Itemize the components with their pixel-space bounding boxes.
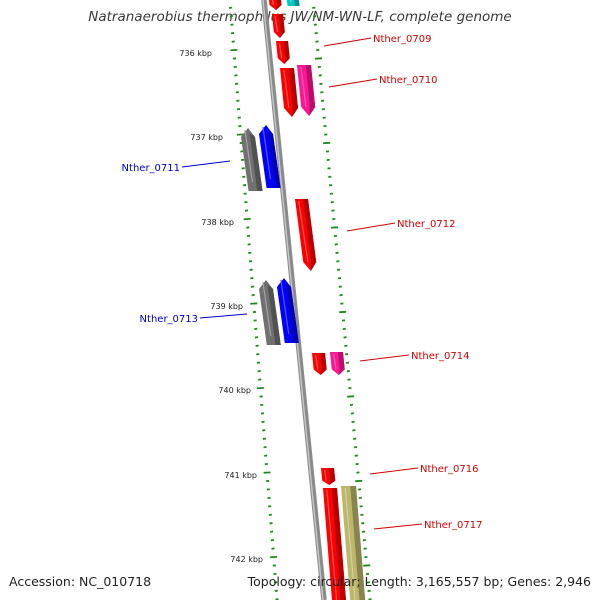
scale-label: 741 kbp bbox=[224, 471, 257, 480]
genome-summary-text: Topology: circular; Length: 3,165,557 bp… bbox=[247, 574, 591, 589]
gene-arrow-highlight bbox=[262, 281, 272, 337]
gene-features bbox=[241, 0, 366, 600]
scale-label: 739 kbp bbox=[210, 302, 243, 311]
gene-arrow-shade bbox=[288, 68, 298, 117]
gene-arrow-highlight bbox=[283, 69, 290, 109]
gene-arrow-shade bbox=[285, 283, 299, 343]
gene-feature-nther-0714-red[interactable] bbox=[312, 353, 327, 375]
gene-feature-nther-0716[interactable] bbox=[321, 468, 336, 485]
gene-arrow-shade bbox=[249, 133, 263, 191]
gene-feature-nther-0717-khaki[interactable] bbox=[341, 486, 366, 600]
gene-arrow-shade bbox=[320, 353, 327, 375]
scale-label: 740 kbp bbox=[218, 386, 251, 395]
gene-arrow-shade bbox=[267, 130, 281, 188]
leader-line bbox=[181, 160, 231, 168]
gene-feature-nther-0710-red[interactable] bbox=[280, 68, 298, 117]
gene-arrow-shade bbox=[305, 65, 316, 116]
gene-arrow-shade bbox=[278, 14, 285, 38]
gene-feature-grey-0711[interactable] bbox=[241, 128, 263, 191]
gene-label-nther-0717[interactable]: Nther_0717 bbox=[424, 520, 482, 531]
gene-label-nther-0711[interactable]: Nther_0711 bbox=[122, 163, 180, 174]
gene-arrow-highlight bbox=[274, 15, 279, 33]
gene-arrow-highlight bbox=[324, 469, 327, 481]
scale-label: 737 kbp bbox=[190, 133, 223, 142]
gene-arrow-highlight bbox=[333, 353, 337, 370]
gene-feature-nther-0717-red[interactable] bbox=[323, 488, 346, 600]
scale-ticks-left bbox=[229, 6, 279, 600]
gene-feature-nther-0710-pink[interactable] bbox=[297, 65, 316, 116]
gene-arrow-highlight bbox=[244, 129, 254, 183]
scale-labels: 736 kbp 737 kbp 738 kbp 739 kbp 740 kbp … bbox=[179, 49, 263, 564]
backbone-highlight bbox=[262, 0, 324, 600]
genome-backbone bbox=[261, 0, 327, 600]
gene-arrow-shade bbox=[294, 0, 300, 6]
gene-arrow-highlight bbox=[344, 487, 356, 600]
gene-arrow-highlight bbox=[262, 126, 272, 180]
gene-label-nther-0713[interactable]: Nther_0713 bbox=[140, 314, 198, 325]
gene-feature-nther-0714-pink[interactable] bbox=[330, 352, 345, 375]
scale-label: 736 kbp bbox=[179, 49, 212, 58]
gene-arrow-shade bbox=[303, 199, 317, 271]
gene-arrow-shade bbox=[276, 0, 282, 10]
gene-arrow-shade bbox=[331, 488, 346, 600]
gene-arrow-shade bbox=[329, 468, 336, 485]
leader-line bbox=[373, 523, 423, 530]
map-title: Natranaerobius thermophilus JW/NM-WN-LF,… bbox=[88, 9, 512, 25]
gene-arrow-shade bbox=[350, 486, 366, 600]
leader-line bbox=[359, 354, 410, 362]
gene-arrow-highlight bbox=[271, 0, 274, 6]
gene-arrow-highlight bbox=[278, 42, 283, 59]
gene-feature-nther-0709-a[interactable] bbox=[272, 14, 285, 38]
gene-label-nther-0716[interactable]: Nther_0716 bbox=[420, 464, 478, 475]
gene-arrow-highlight bbox=[290, 0, 292, 3]
gene-arrow-shade bbox=[283, 41, 290, 64]
gene-label-nther-0709[interactable]: Nther_0709 bbox=[373, 34, 431, 45]
backbone-rod bbox=[261, 0, 327, 600]
gene-arrow-highlight bbox=[298, 200, 309, 263]
leader-line bbox=[346, 222, 396, 232]
leader-line bbox=[199, 313, 248, 319]
gene-label-nther-0712[interactable]: Nther_0712 bbox=[397, 219, 455, 230]
gene-feature-nther-0713[interactable] bbox=[277, 278, 299, 343]
gene-feature-cyan-top[interactable] bbox=[286, 0, 300, 6]
gene-feature-red-top[interactable] bbox=[268, 0, 282, 10]
accession-text: Accession: NC_010718 bbox=[9, 574, 152, 589]
leader-line bbox=[323, 37, 372, 47]
leader-line bbox=[328, 78, 378, 88]
gene-feature-nther-0712[interactable] bbox=[295, 199, 317, 271]
gene-arrow-shade bbox=[338, 352, 345, 375]
gene-arrow-highlight bbox=[280, 279, 290, 335]
gene-arrow-highlight bbox=[315, 354, 319, 370]
scale-label: 742 kbp bbox=[230, 555, 263, 564]
gene-feature-nther-0711[interactable] bbox=[259, 125, 281, 188]
gene-feature-grey-0713[interactable] bbox=[259, 280, 281, 345]
gene-arrow-highlight bbox=[326, 489, 338, 600]
gene-arrow-highlight bbox=[300, 66, 307, 108]
scale-label: 738 kbp bbox=[201, 218, 234, 227]
gene-label-nther-0710[interactable]: Nther_0710 bbox=[379, 75, 437, 86]
leader-line bbox=[369, 467, 419, 475]
gene-labels: Nther_0709 Nther_0710 Nther_0711 Nther_0… bbox=[122, 34, 483, 531]
gene-feature-nther-0709-b[interactable] bbox=[276, 41, 290, 64]
gene-label-nther-0714[interactable]: Nther_0714 bbox=[411, 351, 469, 362]
scale-ticks-right bbox=[312, 6, 372, 600]
gene-arrow-shade bbox=[267, 285, 281, 345]
